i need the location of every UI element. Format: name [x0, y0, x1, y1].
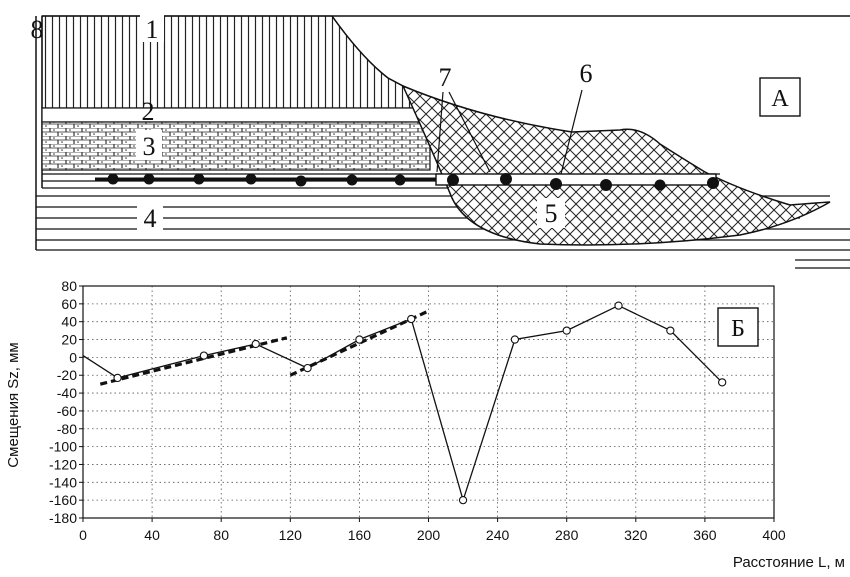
layer-1-hatched [41, 15, 422, 109]
data-point [303, 363, 312, 373]
benchmark-point [346, 174, 358, 186]
x-tick-label: 40 [144, 527, 160, 543]
series-markers [113, 301, 727, 505]
data-point [113, 373, 122, 383]
panel-a-box [759, 77, 801, 117]
y-axis-title: Смещения Sz, мм [5, 342, 22, 467]
y-tick-label: 60 [61, 296, 77, 312]
data-point [718, 378, 727, 387]
benchmark-point [245, 173, 257, 185]
data-point [510, 335, 520, 344]
x-tick-label: 120 [279, 527, 303, 543]
y-tick-label: 40 [61, 314, 77, 330]
x-axis-ticks: 0 40 80 120 160 200 240 280 320 360 400 [79, 518, 786, 543]
y-tick-label: -180 [49, 510, 77, 526]
label-6: 6 [580, 59, 593, 88]
label-2: 2 [142, 97, 155, 126]
benchmark-point [193, 173, 205, 185]
y-tick-label: -80 [57, 421, 77, 437]
label-1: 1 [146, 15, 159, 44]
y-tick-label: -160 [49, 492, 77, 508]
data-point [251, 339, 260, 349]
data-point [355, 335, 364, 344]
y-tick-label: 20 [61, 332, 77, 348]
benchmark-point [500, 173, 512, 185]
label-7: 7 [439, 63, 452, 92]
benchmark-point [447, 174, 459, 186]
label-leaders [436, 89, 583, 175]
x-tick-label: 360 [693, 527, 717, 543]
benchmark-point [550, 178, 562, 190]
data-point [614, 301, 623, 310]
x-tick-label: 80 [213, 527, 229, 543]
plot-frame [82, 285, 775, 519]
x-tick-label: 160 [348, 527, 372, 543]
y-tick-label: -100 [49, 439, 77, 455]
x-tick-label: 0 [79, 527, 87, 543]
benchmark-point [295, 175, 307, 187]
label-4: 4 [144, 204, 157, 233]
y-tick-label: -120 [49, 456, 77, 472]
x-tick-label: 200 [417, 527, 441, 543]
data-point [666, 326, 675, 335]
panel-b-label: Б [731, 316, 745, 342]
y-tick-label: 80 [61, 278, 77, 294]
x-tick-label: 400 [762, 527, 786, 543]
y-axis-ticks: 80 60 40 200 -20 -40 -60 -80 -100-120 -140 -160 -18… [49, 278, 83, 526]
y-tick-label: -20 [57, 367, 77, 383]
benchmark-points [107, 173, 719, 191]
panel-b-box [717, 307, 759, 347]
layer-3-brick [41, 121, 431, 171]
x-axis-title: Расстояние L, м [733, 554, 845, 571]
benchmark-point [394, 174, 406, 186]
y-tick-label: -60 [57, 403, 77, 419]
label-8: 8 [31, 15, 44, 44]
pipeline-right [435, 173, 717, 186]
label-5: 5 [545, 199, 558, 228]
geological-section: 1 2 3 4 5 6 7 8 А [31, 14, 850, 269]
y-tick-label: -40 [57, 385, 77, 401]
layer-2-band [41, 107, 421, 123]
slope-outline [331, 15, 404, 87]
data-point [407, 314, 416, 324]
benchmark-point [600, 179, 612, 191]
benchmark-point [143, 173, 155, 185]
displacement-chart: 806040200-20-40-60-80-100-120-140-160-18… [5, 278, 845, 571]
y-tick-label: -140 [49, 474, 77, 490]
x-tick-label: 240 [486, 527, 510, 543]
y-tick-label: 0 [69, 349, 77, 365]
benchmark-point [107, 173, 119, 185]
data-point [458, 496, 468, 505]
benchmark-point [707, 177, 719, 189]
series-line [82, 304, 723, 503]
panel-a-label: А [771, 86, 789, 112]
section-labels: 1 2 3 4 5 6 7 8 [31, 14, 593, 233]
displacement-line [82, 304, 723, 503]
benchmark-point [654, 179, 666, 191]
data-point [199, 351, 209, 360]
chart-grid [82, 285, 775, 519]
data-point [562, 326, 571, 335]
x-tick-label: 280 [555, 527, 579, 543]
label-3: 3 [143, 132, 156, 161]
x-tick-label: 320 [624, 527, 648, 543]
